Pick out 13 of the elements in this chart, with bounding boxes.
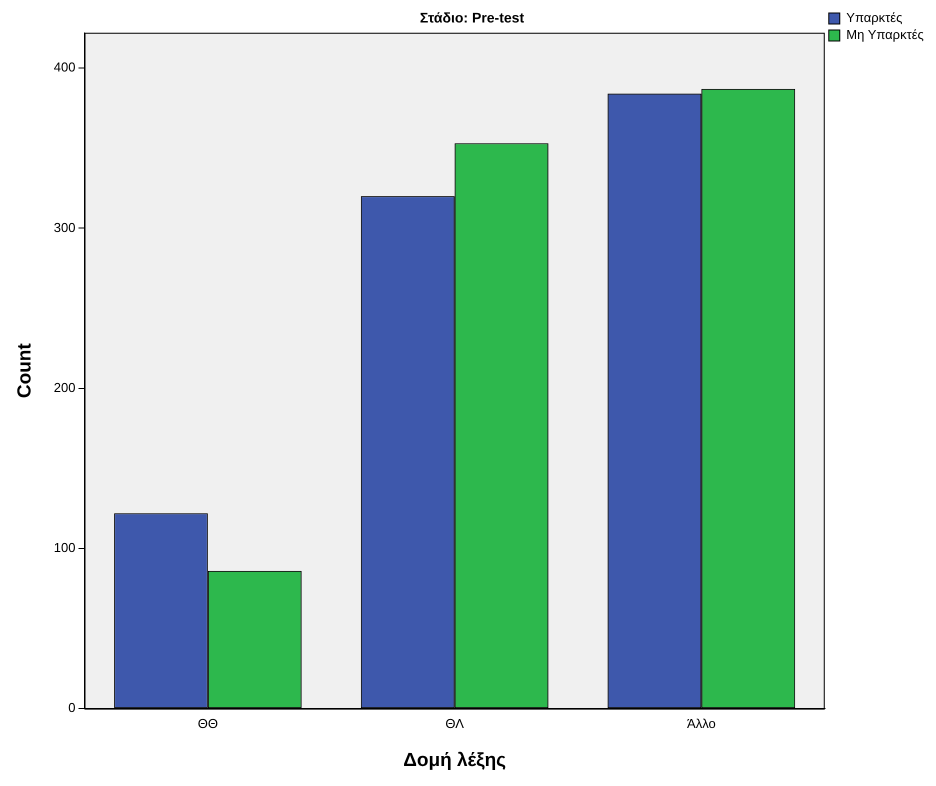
x-axis-title: Δομή λέξης [403, 750, 506, 771]
y-tick-label: 100 [54, 540, 76, 556]
chart-title: Στάδιο: Pre-test [420, 9, 524, 26]
x-tick-label: ΘΘ [198, 716, 218, 731]
y-axis-title: Count [14, 342, 36, 398]
y-tick-label: 0 [68, 700, 76, 716]
legend-label: Υπαρκτές [846, 10, 902, 26]
y-tick-label: 200 [54, 380, 76, 395]
legend-label: Μη Υπαρκτές [846, 27, 924, 42]
y-tick-label: 400 [54, 60, 76, 75]
y-tick-label: 300 [54, 220, 76, 235]
x-tick-label: Άλλο [687, 716, 716, 731]
x-tick-label: ΘΛ [445, 716, 464, 731]
